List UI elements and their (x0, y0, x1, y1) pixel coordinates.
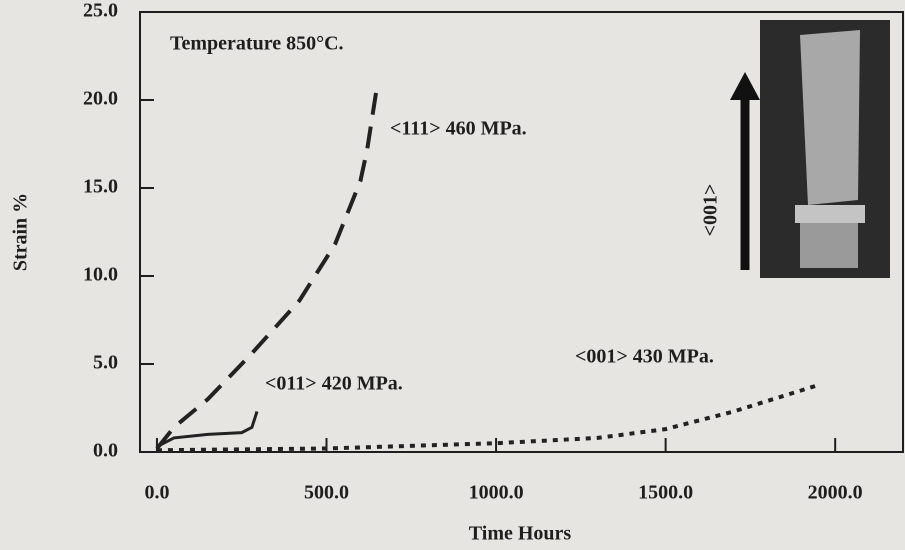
y-tick-label: 15.0 (83, 176, 118, 198)
x-axis-label: Time Hours (469, 523, 572, 545)
blade-platform (795, 205, 865, 223)
blade-root (800, 223, 858, 268)
x-tick-label: 1000.0 (469, 482, 524, 504)
blade (800, 30, 860, 205)
x-tick-label: 0.0 (144, 482, 169, 504)
y-axis-label: Strain % (10, 193, 32, 271)
temperature-annotation: Temperature 850°C. (170, 33, 344, 55)
y-tick-label: 25.0 (83, 0, 118, 22)
plot-frame (139, 11, 904, 453)
x-tick-label: 1500.0 (638, 482, 693, 504)
series-label: <011> 420 MPa. (265, 373, 403, 395)
y-tick-label: 0.0 (93, 440, 118, 462)
y-tick-label: 20.0 (83, 88, 118, 110)
series-label: <001> 430 MPa. (575, 346, 714, 368)
y-tick-label: 10.0 (83, 264, 118, 286)
x-tick-label: 500.0 (304, 482, 349, 504)
series-line (155, 83, 380, 450)
inset-photo: <001> (700, 20, 890, 278)
series-line (156, 383, 819, 453)
arrow-head (730, 72, 760, 100)
series-line (156, 411, 259, 449)
inset-label: <001> (700, 184, 722, 237)
y-tick-label: 5.0 (93, 352, 118, 374)
series-label: <111> 460 MPa. (390, 118, 527, 140)
x-tick-label: 2000.0 (808, 482, 863, 504)
